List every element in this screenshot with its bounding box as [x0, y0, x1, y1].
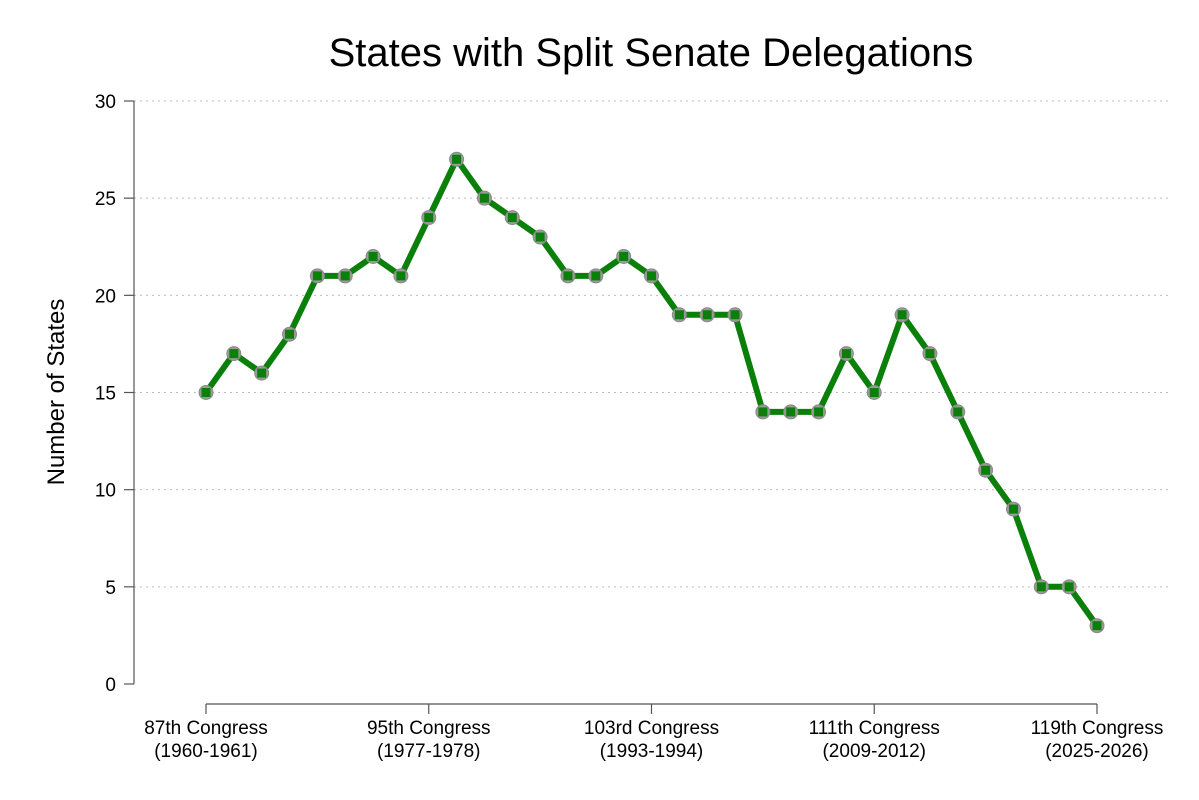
data-point: [476, 190, 492, 206]
x-tick-sublabel: (2009-2012): [822, 741, 926, 762]
data-point-core: [452, 154, 462, 164]
x-tick-label: 95th Congress: [367, 718, 491, 739]
data-point-core: [340, 271, 350, 281]
data-point-core: [507, 213, 517, 223]
data-point: [978, 462, 994, 478]
data-point-core: [1008, 504, 1018, 514]
x-tick-sublabel: (1960-1961): [154, 741, 258, 762]
data-point: [588, 268, 604, 284]
data-point-core: [1092, 621, 1102, 631]
data-point: [783, 404, 799, 420]
data-point: [532, 229, 548, 245]
data-point: [393, 268, 409, 284]
data-point-core: [424, 213, 434, 223]
data-point-core: [981, 465, 991, 475]
data-point-core: [702, 310, 712, 320]
data-point-core: [368, 251, 378, 261]
y-tick-label: 10: [95, 481, 116, 502]
data-point-core: [786, 407, 796, 417]
data-point: [671, 307, 687, 323]
data-point-core: [535, 232, 545, 242]
y-tick-label: 25: [95, 189, 116, 210]
data-point-core: [897, 310, 907, 320]
data-point-core: [925, 349, 935, 359]
y-axis: 0 5 10 15 20 25 30: [95, 92, 135, 696]
data-point-core: [647, 271, 656, 281]
x-tick-sublabel: (1977-1978): [377, 741, 481, 762]
x-tick-label: 119th Congress: [1031, 718, 1164, 739]
data-point: [282, 326, 298, 342]
data-point-core: [841, 349, 851, 359]
x-axis: 87th Congress(1960-1961)95th Congress(19…: [144, 703, 1164, 762]
data-point: [198, 385, 214, 400]
y-tick-label: 20: [95, 286, 116, 307]
chart-title: States with Split Senate Delegations: [329, 31, 974, 75]
data-point: [1033, 579, 1049, 595]
data-point: [811, 404, 827, 420]
data-point: [866, 385, 882, 400]
data-point: [699, 307, 715, 323]
x-tick-label: 111th Congress: [809, 718, 940, 739]
x-tick-label: 103rd Congress: [584, 718, 719, 739]
data-point: [922, 346, 938, 362]
series-split-delegations: [198, 151, 1105, 634]
data-point-core: [674, 310, 684, 320]
data-point: [950, 404, 966, 420]
data-point: [1089, 618, 1105, 634]
data-point: [504, 210, 520, 226]
gridlines: [134, 100, 1170, 588]
data-point: [616, 248, 632, 264]
data-point-core: [257, 368, 267, 378]
data-point: [365, 248, 381, 264]
data-point-core: [312, 271, 322, 281]
y-tick-label: 0: [105, 675, 116, 696]
data-point-core: [591, 271, 601, 281]
data-point-core: [1064, 582, 1074, 592]
data-point: [309, 268, 325, 284]
data-point-core: [285, 329, 295, 339]
data-point-core: [396, 271, 406, 281]
data-point: [727, 307, 743, 323]
data-point-core: [563, 271, 573, 281]
data-point-core: [814, 407, 824, 417]
y-tick-label: 30: [95, 92, 116, 113]
data-point: [1005, 501, 1021, 517]
data-point: [421, 210, 437, 226]
data-point: [560, 268, 576, 284]
data-point-core: [730, 310, 740, 320]
data-point-core: [1036, 582, 1046, 592]
y-axis-label: Number of States: [43, 299, 70, 486]
data-point: [226, 346, 242, 362]
data-point: [337, 268, 353, 284]
data-point: [449, 151, 465, 167]
data-point-core: [201, 388, 211, 397]
data-point: [838, 346, 854, 362]
data-point-core: [229, 349, 239, 359]
x-tick-sublabel: (2025-2026): [1045, 741, 1149, 762]
data-point-core: [869, 388, 879, 397]
data-point: [254, 365, 270, 381]
y-tick-label: 15: [95, 384, 116, 405]
data-point-core: [619, 251, 629, 261]
x-tick-sublabel: (1993-1994): [600, 741, 704, 762]
data-point: [1061, 579, 1077, 595]
data-point-core: [758, 407, 768, 417]
data-point: [644, 268, 659, 284]
x-tick-label: 87th Congress: [144, 718, 268, 739]
data-point-core: [953, 407, 963, 417]
y-tick-label: 5: [105, 578, 116, 599]
data-point-core: [479, 193, 489, 203]
data-point: [755, 404, 771, 420]
data-point: [894, 307, 910, 323]
